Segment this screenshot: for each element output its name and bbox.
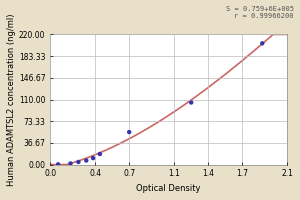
Y-axis label: Human ADAMTSL2 concentration (ng/ml): Human ADAMTSL2 concentration (ng/ml) — [7, 13, 16, 186]
Point — [98, 152, 102, 156]
Point — [68, 162, 73, 165]
Point — [76, 160, 81, 164]
Point — [84, 159, 89, 162]
X-axis label: Optical Density: Optical Density — [136, 184, 201, 193]
Point — [189, 101, 194, 104]
Point — [91, 157, 95, 160]
Point — [260, 42, 265, 45]
Text: S = 0.759+6E+005
r = 0.99966200: S = 0.759+6E+005 r = 0.99966200 — [226, 6, 294, 19]
Point — [127, 130, 132, 134]
Point — [56, 163, 61, 166]
